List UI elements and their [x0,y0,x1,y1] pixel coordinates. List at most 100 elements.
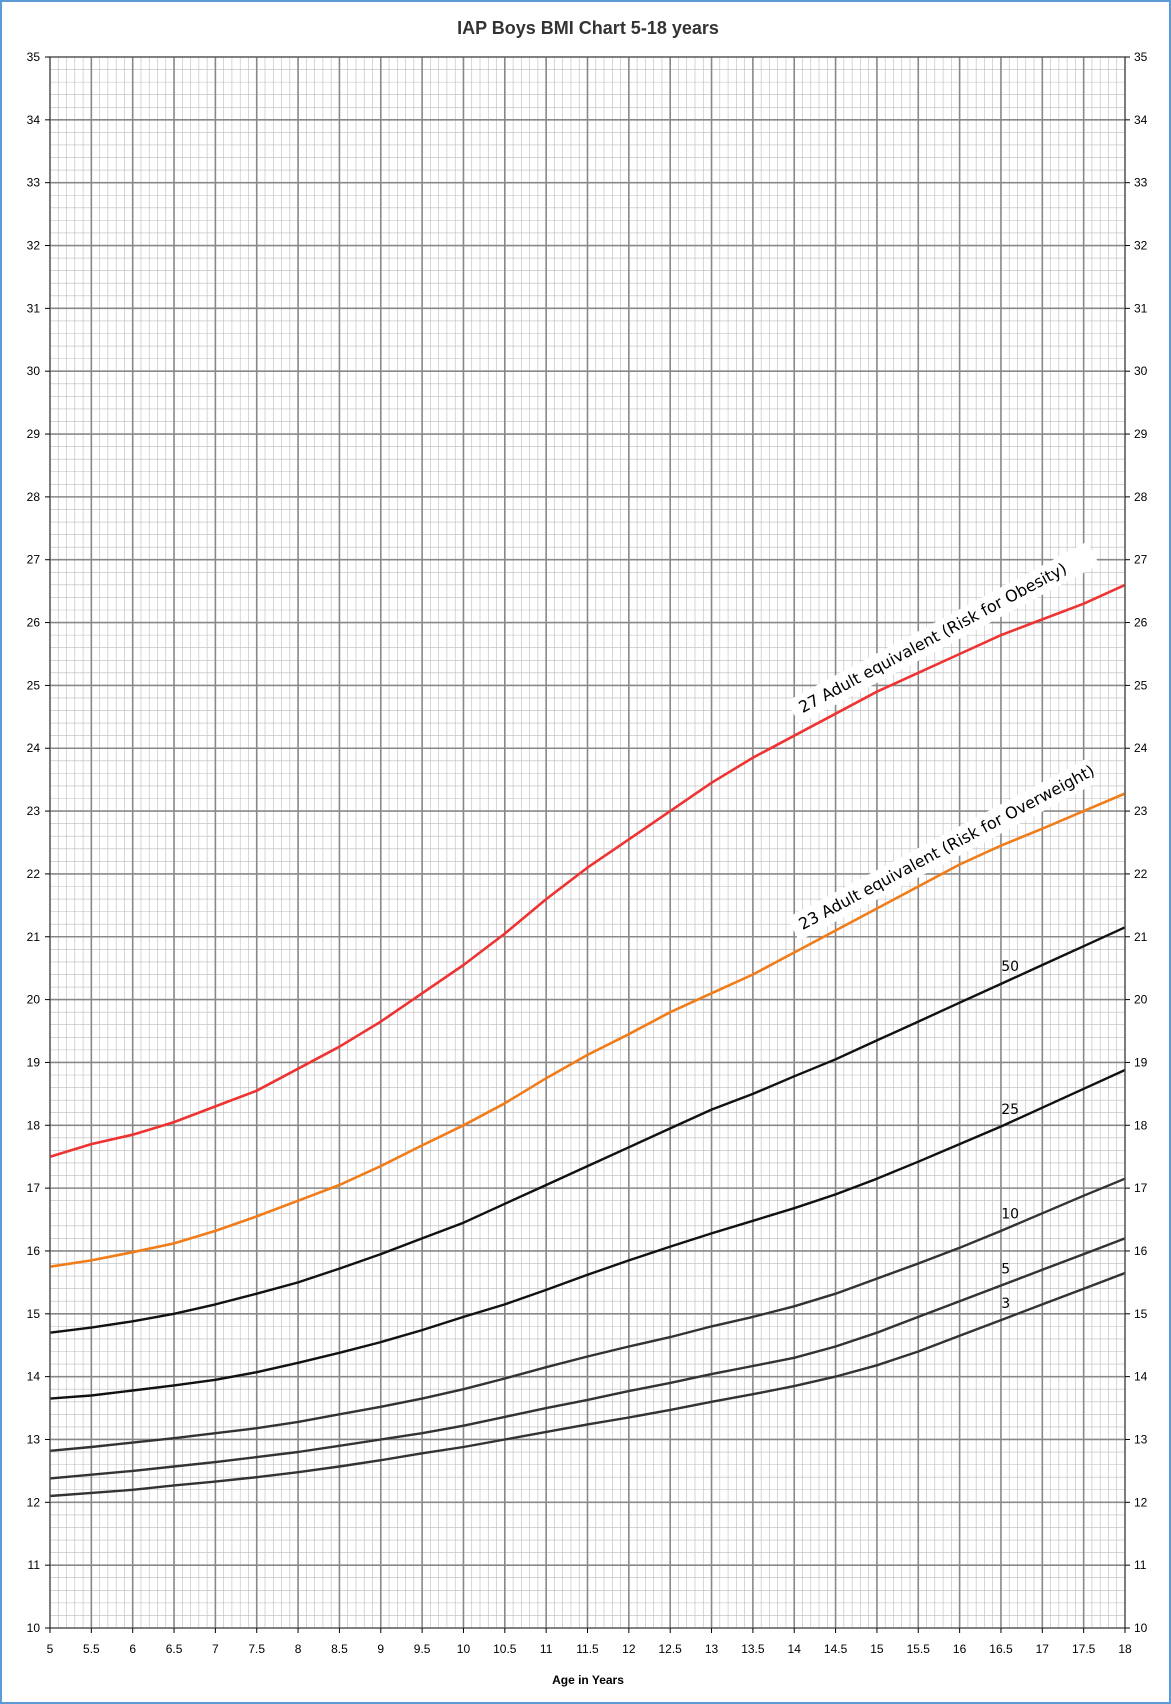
y-tick-label-left: 15 [27,1307,41,1321]
y-tick-label-right: 23 [1134,804,1148,818]
series-label-1: 23 Adult equivalent (Risk for Overweight… [795,761,1097,934]
grid [49,56,1126,1629]
y-tick-label-right: 30 [1134,364,1148,378]
x-tick-label: 8 [295,1642,302,1656]
x-tick-label: 15.5 [907,1642,931,1656]
y-tick-label-right: 12 [1134,1495,1148,1509]
y-tick-label-right: 26 [1134,616,1148,630]
y-tick-label-left: 26 [27,616,41,630]
y-tick-label-right: 31 [1134,301,1148,315]
series-line-4 [49,1177,1126,1452]
x-tick-label: 16.5 [989,1642,1013,1656]
y-tick-label-right: 16 [1134,1244,1148,1258]
y-tick-label-left: 21 [27,930,41,944]
series-label-4: 10 [1001,1206,1019,1222]
y-tick-label-right: 17 [1134,1181,1148,1195]
y-tick-label-left: 33 [27,176,41,190]
series-line-3 [49,1068,1126,1400]
series-label-6: 3 [1001,1296,1010,1312]
x-tick-label: 5 [47,1642,54,1656]
series-label-5: 5 [1001,1261,1010,1277]
x-tick-label: 9.5 [414,1642,431,1656]
series-line-1 [49,792,1126,1268]
y-tick-label-right: 29 [1134,427,1148,441]
y-tick-label-right: 18 [1134,1118,1148,1132]
y-tick-label-right: 27 [1134,553,1148,567]
y-tick-label-right: 33 [1134,176,1148,190]
x-axis-title: Age in Years [552,1673,624,1687]
y-tick-label-right: 11 [1134,1558,1147,1572]
y-tick-label-right: 25 [1134,678,1148,692]
x-tick-label: 6.5 [166,1642,183,1656]
y-tick-label-right: 20 [1134,993,1148,1007]
y-tick-label-right: 14 [1134,1370,1148,1384]
series-label-2: 50 [1001,959,1019,975]
x-tick-label: 14 [788,1642,802,1656]
series-label-3: 25 [1001,1102,1019,1118]
y-tick-label-right: 34 [1134,113,1148,127]
x-tick-label: 11.5 [576,1642,599,1656]
y-tick-label-left: 10 [27,1621,41,1635]
y-tick-label-left: 28 [27,490,41,504]
x-tick-label: 9 [377,1642,384,1656]
x-tick-label: 5.5 [83,1642,100,1656]
series-lines [49,583,1126,1498]
y-tick-label-left: 18 [27,1118,41,1132]
series-label-0: 27 Adult equivalent (Risk for Obesity) [795,559,1069,717]
y-tick-label-left: 11 [28,1558,41,1572]
y-tick-label-left: 13 [27,1432,41,1446]
x-tick-label: 12 [622,1642,636,1656]
x-tick-label: 11 [540,1642,553,1656]
axes: 10 10 11 11 12 12 13 13 14 14 15 15 16 16 17 17 18 18 19 19… [27,50,1148,1656]
y-tick-label-right: 15 [1134,1307,1148,1321]
y-tick-label-left: 32 [27,239,41,253]
x-tick-label: 7 [212,1642,219,1656]
y-tick-label-left: 14 [27,1370,41,1384]
x-tick-label: 14.5 [824,1642,848,1656]
series-line-5 [49,1237,1126,1480]
y-tick-label-right: 35 [1134,50,1148,64]
y-tick-label-right: 10 [1134,1621,1148,1635]
series-line-6 [49,1271,1126,1498]
y-tick-label-left: 27 [27,553,41,567]
y-tick-label-left: 25 [27,678,41,692]
label-background [786,758,1100,941]
x-tick-label: 10 [457,1642,471,1656]
x-tick-label: 8.5 [331,1642,348,1656]
x-tick-label: 18 [1118,1642,1132,1656]
x-tick-label: 13.5 [741,1642,765,1656]
y-tick-label-right: 32 [1134,239,1148,253]
x-tick-label: 17 [1036,1642,1050,1656]
y-tick-label-right: 19 [1134,1055,1148,1069]
y-tick-label-left: 16 [27,1244,41,1258]
y-tick-label-left: 31 [27,301,41,315]
y-tick-label-left: 12 [27,1495,41,1509]
y-tick-label-left: 22 [27,867,41,881]
y-tick-label-left: 19 [27,1055,41,1069]
y-tick-label-left: 17 [27,1181,41,1195]
y-tick-label-right: 24 [1134,741,1148,755]
x-tick-label: 16 [953,1642,967,1656]
y-tick-label-left: 20 [27,993,41,1007]
x-tick-label: 6 [129,1642,136,1656]
series-line-0 [49,583,1126,1158]
y-tick-label-left: 23 [27,804,41,818]
x-tick-label: 17.5 [1072,1642,1096,1656]
y-tick-label-left: 24 [27,741,41,755]
x-tick-label: 7.5 [248,1642,265,1656]
x-tick-label: 12.5 [659,1642,683,1656]
y-tick-label-right: 13 [1134,1432,1148,1446]
label-background [786,541,1100,725]
x-tick-label: 10.5 [493,1642,517,1656]
x-tick-label: 15 [870,1642,884,1656]
y-tick-label-left: 29 [27,427,41,441]
y-tick-label-left: 34 [27,113,41,127]
y-tick-label-right: 28 [1134,490,1148,504]
y-tick-label-left: 35 [27,50,41,64]
y-tick-label-right: 21 [1134,930,1148,944]
chart-title: IAP Boys BMI Chart 5-18 years [457,18,719,38]
y-tick-label-left: 30 [27,364,41,378]
x-tick-label: 13 [705,1642,719,1656]
